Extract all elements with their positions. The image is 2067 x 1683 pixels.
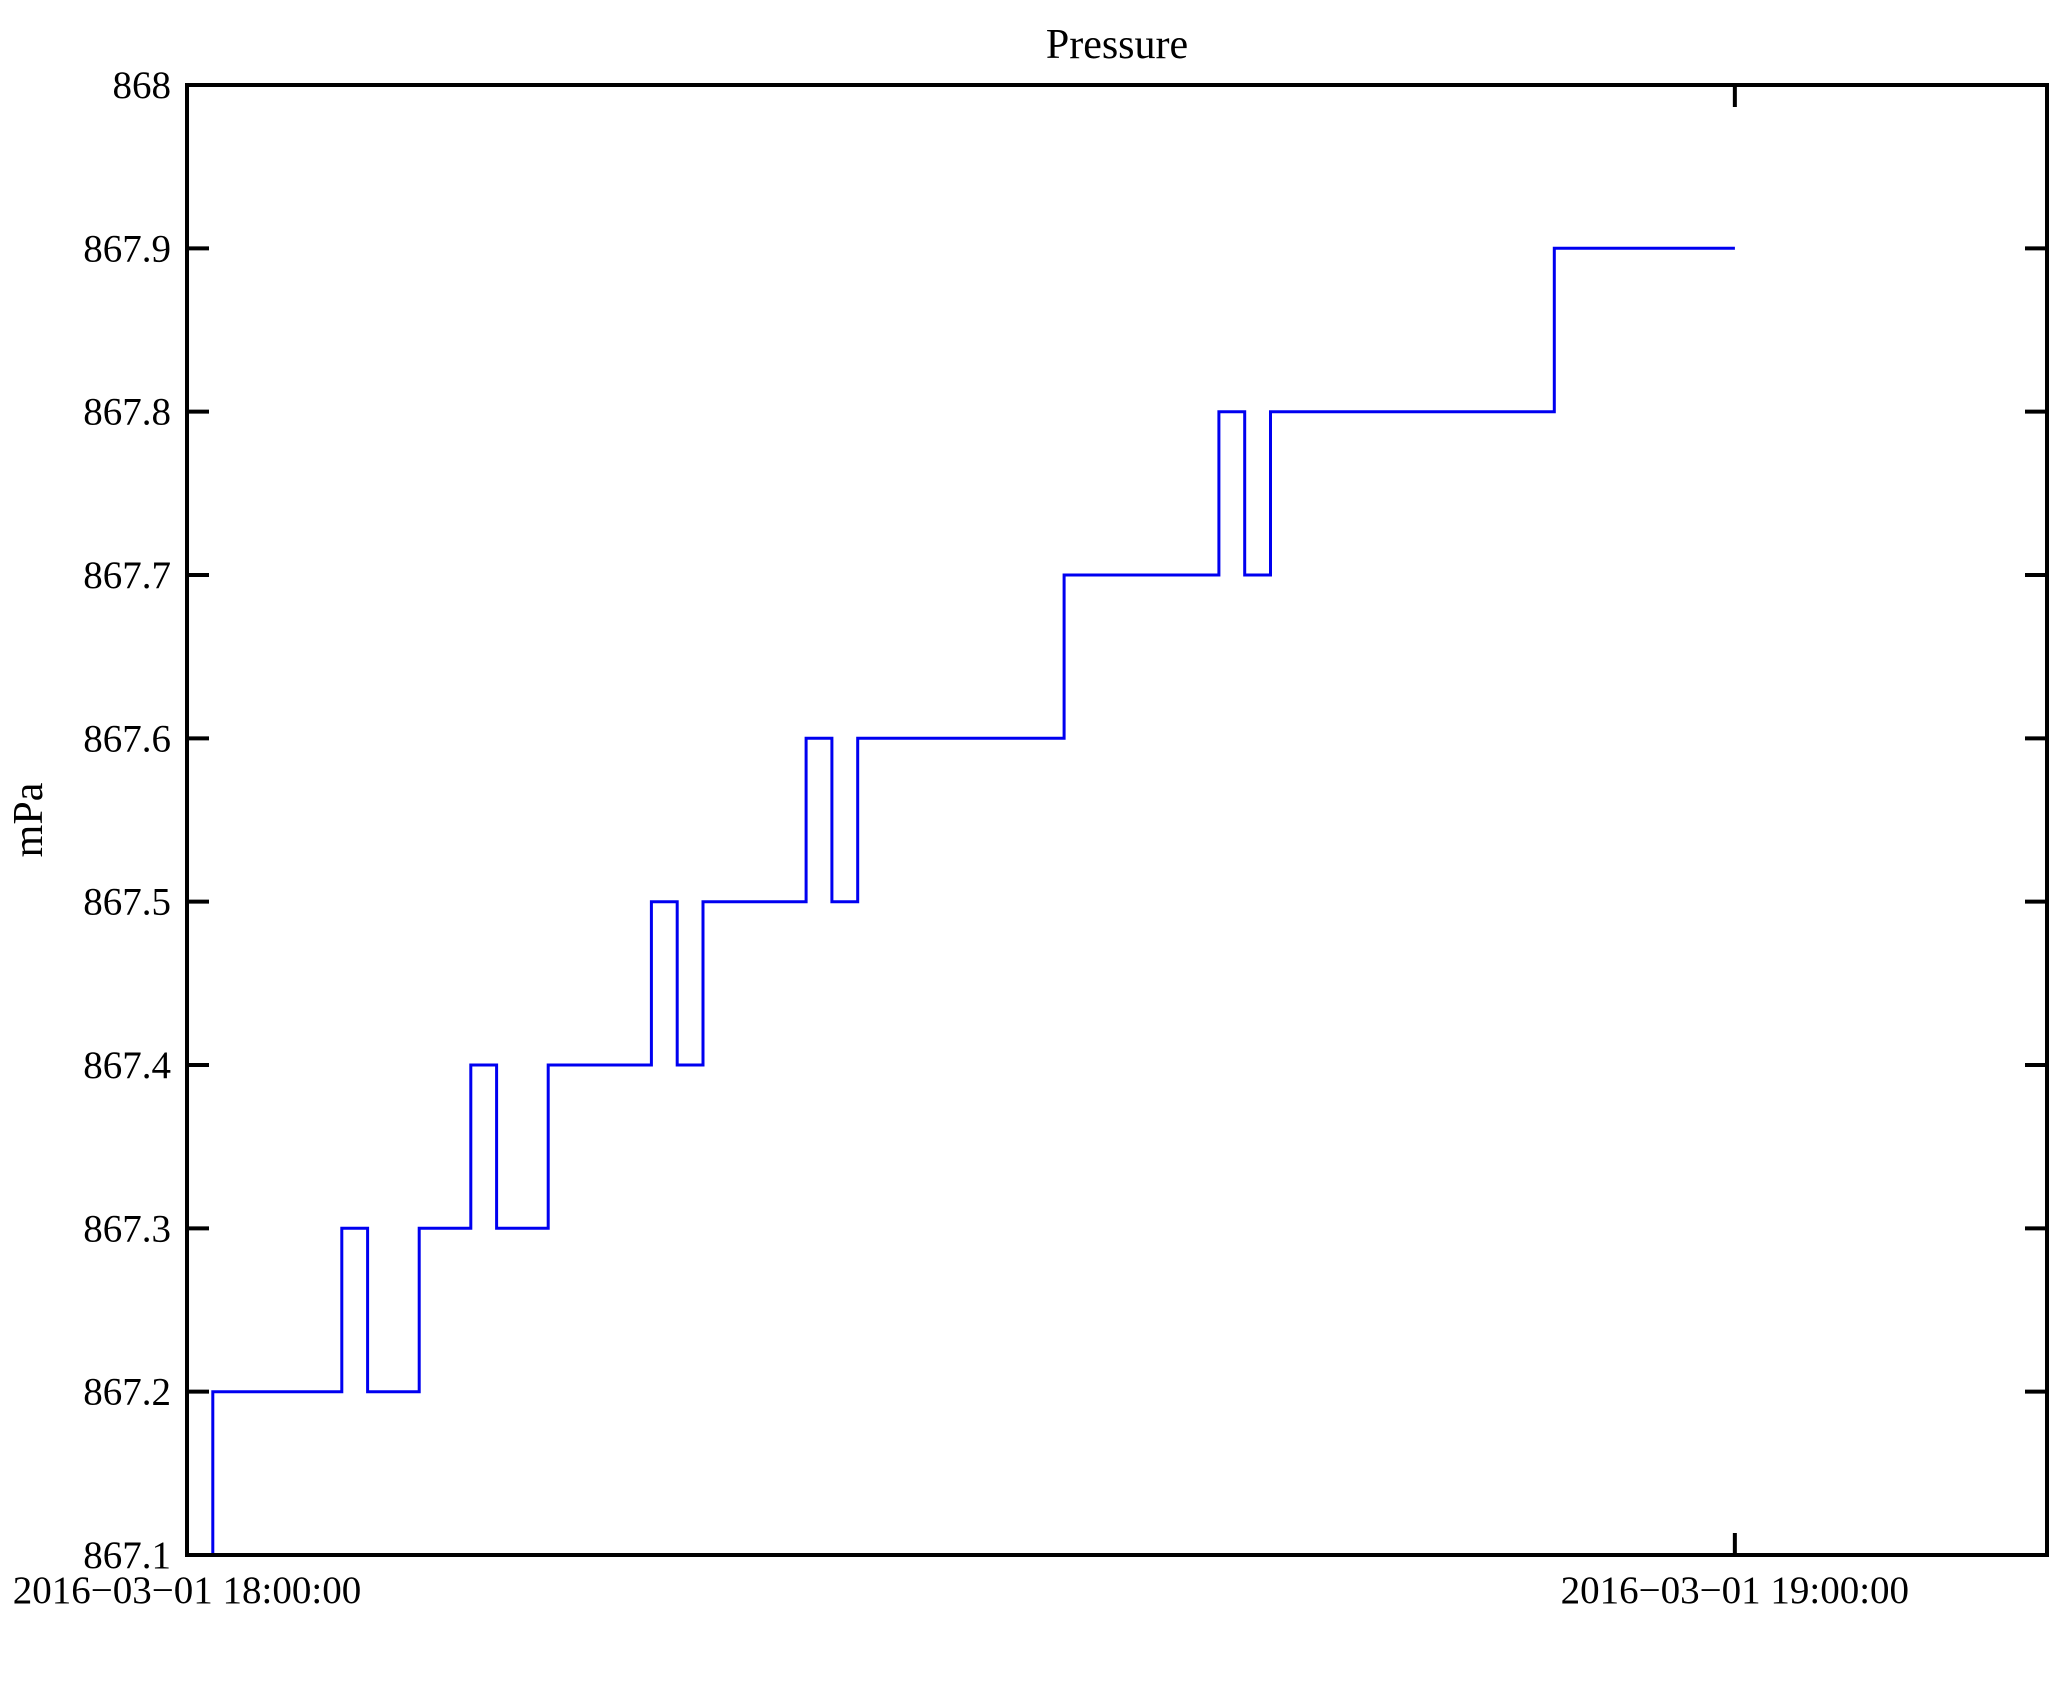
y-tick-label: 867.6	[83, 717, 171, 760]
y-axis-label: mPa	[6, 782, 52, 857]
y-tick-label: 867.8	[83, 391, 171, 434]
y-tick-label: 867.4	[83, 1044, 171, 1087]
axis-ticks	[185, 83, 2047, 1557]
x-tick-label: 2016−03−01 19:00:00	[1561, 1569, 1909, 1612]
plot-border	[185, 83, 2049, 1557]
y-tick-label: 867.1	[83, 1534, 171, 1577]
pressure-step-line	[187, 246, 1735, 1557]
y-tick-label: 867.3	[83, 1207, 171, 1250]
y-tick-label: 867.5	[83, 881, 171, 924]
y-tick-label: 867.9	[83, 227, 171, 270]
x-tick-label: 2016−03−01 18:00:00	[13, 1569, 361, 1612]
series-group	[187, 246, 1735, 1557]
axis-tick-labels: 867.1 867.2 867.3 867.4 867.5 867.6 867.7 867.8…	[13, 64, 1909, 1612]
y-tick-label: 867.2	[83, 1371, 171, 1414]
y-tick-label: 867.7	[83, 554, 171, 597]
chart-title: Pressure	[1046, 22, 1188, 68]
y-tick-label: 868	[113, 64, 172, 107]
